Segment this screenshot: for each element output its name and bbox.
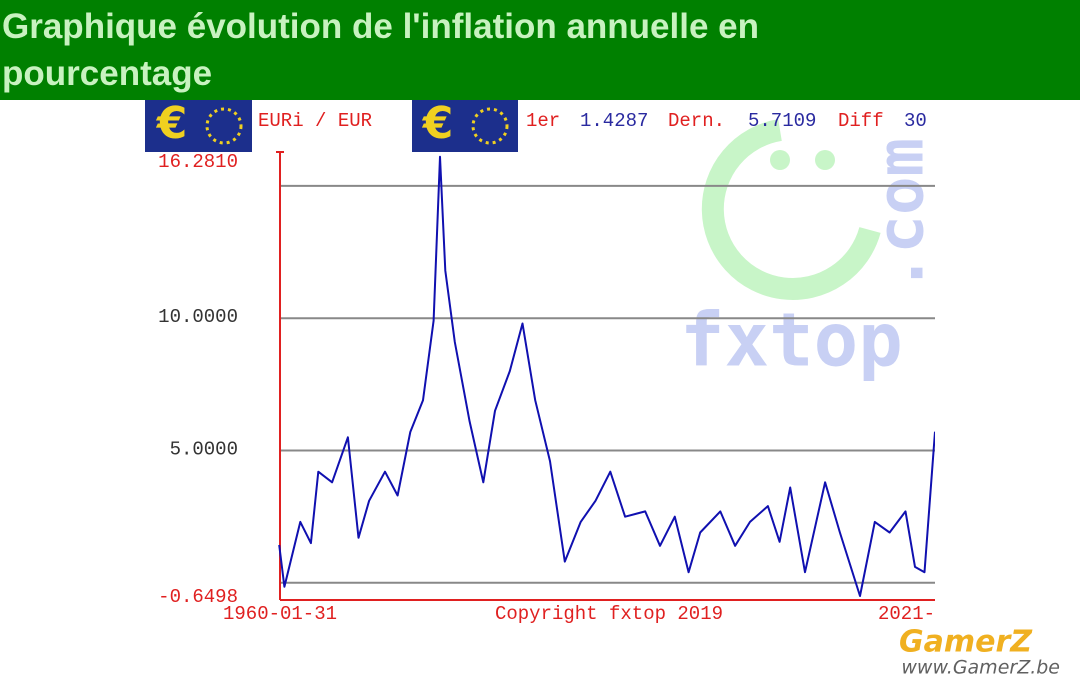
copyright: Copyright fxtop 2019 [495,603,723,625]
info-label: 1er [526,110,560,132]
site-logo: GamerZ [899,625,1033,660]
header-space [0,0,1080,100]
info-value: 5.7109 [748,110,816,132]
watermark-logo [701,119,881,300]
info-label: Dern. [668,110,725,132]
y-tick-label: 5.0000 [170,439,238,461]
watermark: .com [865,138,939,292]
page-title: Graphique évolution de l'inflation annue… [2,7,759,93]
info-value: 1.4287 [580,110,648,132]
site-url: www.GamerZ.be [901,657,1060,679]
euro-icon: € [145,98,252,152]
svg-text:€: € [156,98,188,149]
data-line [278,155,936,597]
header: Graphique évolution de l'inflation annue… [0,0,1080,100]
euro-icon: € [412,98,518,152]
info-value: 30 [904,110,927,132]
y-tick-label: 16.2810 [158,151,238,173]
y-tick-label: -0.6498 [158,586,238,608]
y-tick-label: 10.0000 [158,306,238,328]
watermark: fxtop [680,298,903,384]
x-tick-label: 1960-01-31 [223,603,337,625]
svg-text:€: € [422,98,454,149]
clip-mask [935,100,1080,620]
pair-label: EURi / EUR [258,110,372,132]
info-label: Diff [838,110,884,132]
